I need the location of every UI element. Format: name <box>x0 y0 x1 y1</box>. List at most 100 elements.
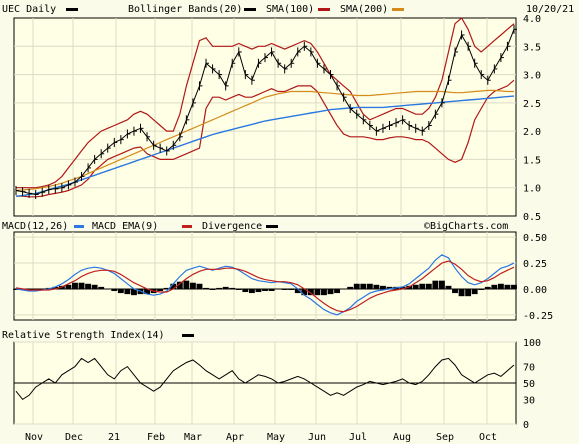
divergence-bar <box>301 288 308 296</box>
macd-y-tick: 0.00 <box>523 285 547 296</box>
month-label: May <box>267 432 285 443</box>
divergence-bar <box>360 283 367 289</box>
legend-bollinger-label: Bollinger Bands(20) <box>128 4 242 15</box>
divergence-bar <box>347 286 354 289</box>
macd-y-tick: -0.25 <box>523 311 553 322</box>
legend-divergence-swatch <box>266 225 278 228</box>
divergence-bar <box>189 282 196 289</box>
divergence-bar <box>307 288 314 296</box>
divergence-bar <box>235 288 242 290</box>
divergence-bar <box>111 288 118 292</box>
price-y-tick: 1.5 <box>523 155 541 166</box>
bollinger-lower-line <box>16 79 515 198</box>
price-panel <box>13 17 517 217</box>
price-y-tick: 4.0 <box>523 14 541 25</box>
divergence-bar <box>65 284 72 289</box>
legend-sma200-label: SMA(200) <box>340 4 388 15</box>
divergence-bar <box>196 283 203 289</box>
divergence-bar <box>78 282 85 289</box>
legend-rsi-swatch <box>182 334 194 337</box>
ticker-label: UEC Daily <box>2 4 56 15</box>
divergence-bar <box>321 288 327 296</box>
month-label: Mar <box>184 432 202 443</box>
divergence-bar <box>438 280 445 289</box>
divergence-bar <box>203 287 209 289</box>
macd-line <box>15 254 515 316</box>
divergence-bar <box>471 288 478 295</box>
divergence-bar <box>432 280 439 289</box>
rsi-y-tick: 50 <box>523 379 535 390</box>
price-y-axis: 4.0 3.5 3.0 2.5 2.0 1.5 1.0 0.5 <box>523 14 541 223</box>
macd-y-tick: 0.25 <box>523 259 547 270</box>
divergence-bar <box>281 288 288 290</box>
price-y-tick: 2.0 <box>523 127 541 138</box>
divergence-bar <box>124 288 131 295</box>
divergence-bar <box>491 284 498 289</box>
divergence-bar <box>255 288 262 293</box>
divergence-bar <box>72 282 78 289</box>
rsi-y-tick: 100 <box>523 338 541 349</box>
divergence-bar <box>268 288 275 292</box>
divergence-bar <box>131 288 137 296</box>
divergence-bar <box>104 288 111 290</box>
month-label: Jul <box>349 432 367 443</box>
price-line <box>15 29 515 196</box>
watermark: ©BigCharts.com <box>424 221 508 232</box>
divergence-bar <box>39 288 46 290</box>
divergence-bar <box>144 288 150 295</box>
divergence-bar <box>229 287 236 289</box>
legend-rsi-label: Relative Strength Index(14) <box>2 330 165 341</box>
price-y-tick: 2.5 <box>523 99 541 110</box>
divergence-bar <box>170 283 177 289</box>
legend-macd-ema-swatch <box>182 225 192 228</box>
divergence-bar <box>262 288 268 292</box>
month-label: Nov <box>25 432 43 443</box>
divergence-bar <box>52 286 59 289</box>
divergence-bar <box>216 287 223 289</box>
divergence-bar <box>314 288 321 296</box>
chart-date: 10/20/21 <box>526 4 574 15</box>
divergence-bar <box>366 283 373 289</box>
month-label: Jun <box>308 432 326 443</box>
divergence-bar <box>353 283 360 289</box>
rsi-y-tick: 30 <box>523 395 535 406</box>
divergence-bar <box>373 284 380 289</box>
divergence-bar <box>294 288 301 294</box>
macd-panel <box>13 231 517 321</box>
price-y-tick: 0.5 <box>523 212 541 223</box>
divergence-bar <box>504 284 511 289</box>
divergence-bar <box>497 283 504 289</box>
legend-macd-label: MACD(12,26) <box>2 221 68 232</box>
ticker-swatch <box>66 8 78 11</box>
macd-ema-line <box>15 260 515 313</box>
divergence-bar <box>176 281 183 289</box>
month-label: Aug <box>393 432 411 443</box>
divergence-bar <box>85 283 92 289</box>
macd-y-tick: 0.50 <box>523 233 547 244</box>
divergence-bar <box>222 286 229 289</box>
divergence-bar <box>484 286 491 289</box>
divergence-bar <box>157 288 164 292</box>
legend-sma200-swatch <box>392 8 404 11</box>
divergence-bar <box>117 288 124 294</box>
divergence-bar <box>478 288 485 290</box>
divergence-bar <box>399 286 406 289</box>
price-y-tick: 3.5 <box>523 42 541 53</box>
price-series-group <box>15 17 517 200</box>
divergence-bar <box>248 288 255 294</box>
legend-sma100-label: SMA(100) <box>266 4 314 15</box>
divergence-bar <box>334 288 341 294</box>
price-y-tick: 1.0 <box>523 184 541 195</box>
divergence-bar <box>98 286 105 289</box>
bollinger-upper-line <box>16 17 515 189</box>
rsi-y-axis: 100 70 50 30 0 <box>523 338 541 431</box>
divergence-bar <box>242 288 249 293</box>
legend-divergence-label: Divergence <box>202 221 262 232</box>
divergence-bar <box>380 285 386 289</box>
rsi-line <box>15 357 515 401</box>
divergence-bar <box>445 285 452 289</box>
sma100-line <box>15 95 515 197</box>
divergence-bar <box>288 288 295 290</box>
month-label: Sep <box>436 432 454 443</box>
